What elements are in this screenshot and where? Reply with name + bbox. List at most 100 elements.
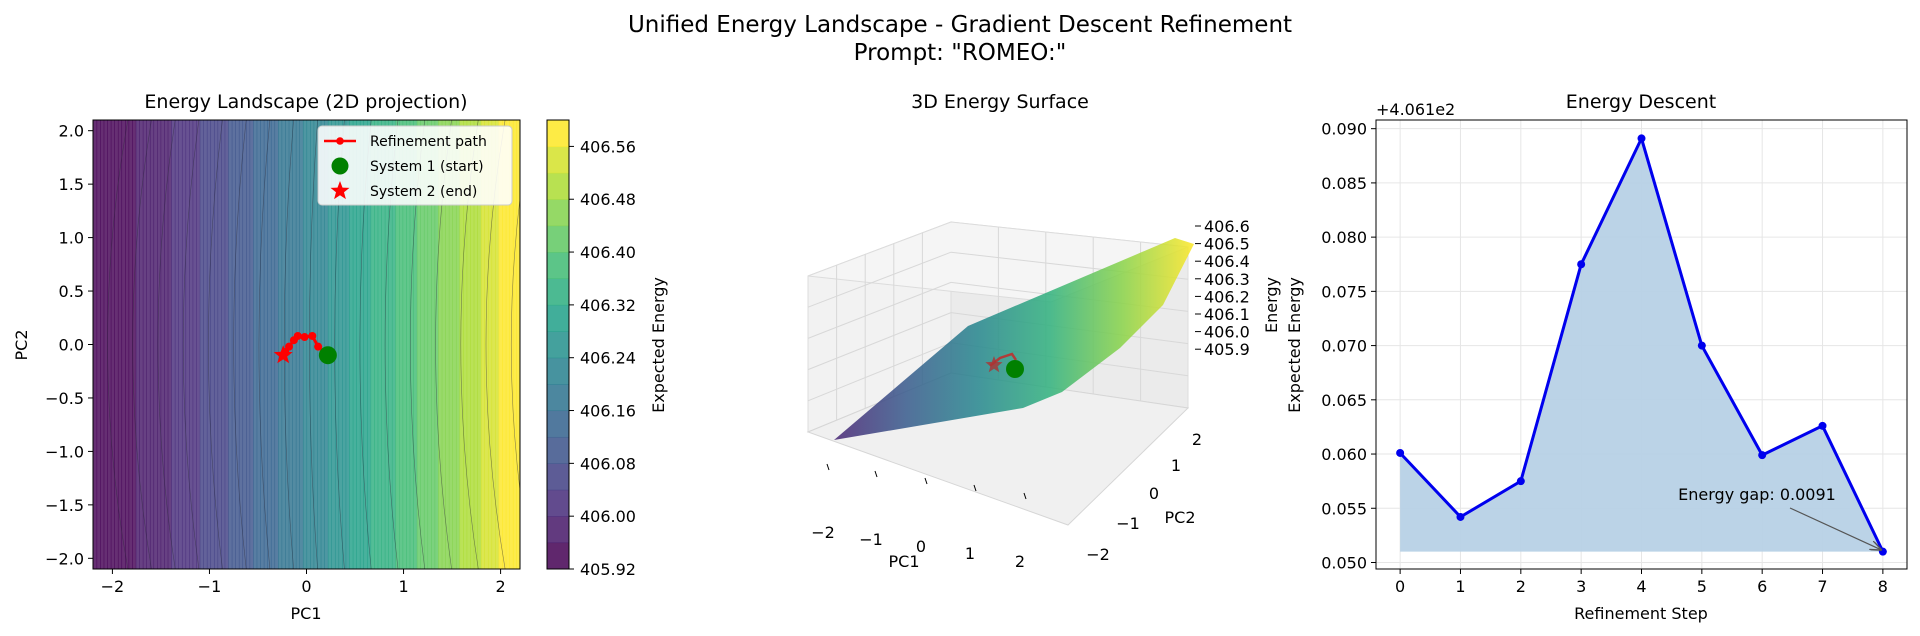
contour-band [498,120,503,569]
colorbar-label: Expected Energy [649,277,668,413]
colorbar-band [547,384,569,412]
contour-band [374,120,379,569]
energy-surface [834,238,1194,440]
contour-band [384,120,389,569]
contour-band [295,120,300,569]
colorbar-band [547,120,569,147]
legend-2d: Refinement path System 1 (start) System … [317,125,513,206]
y-tick-label: −1.5 [45,496,84,515]
energy-point [1516,477,1525,486]
colorbar-band [547,278,569,306]
contour-band [342,120,347,569]
contour-band [409,120,414,569]
colorbar-band [547,410,569,438]
z-tick-label-3d: 406.5 [1204,235,1250,254]
x-axis-label-2d: PC1 [291,604,322,623]
legend-label-path: Refinement path [370,134,487,150]
annotation-text: Energy gap: 0.0091 [1678,485,1836,504]
contour-band [96,120,101,569]
z-tick-label-3d: 406.1 [1204,305,1250,324]
contour-band [338,120,343,569]
contour-band [512,120,518,569]
colorbar-band [547,542,569,570]
contour-band [370,120,375,569]
contour-band [128,120,133,569]
contour-band [164,120,169,569]
contour-band [395,120,400,569]
contour-band [210,120,215,569]
surface-end-marker [985,356,1003,373]
legend-line-marker [336,137,344,145]
axes-3d: −2 −1 0 1 2 −2−1012406.6406.5406.4406.3406.24… [811,217,1250,571]
contour-band [153,120,158,569]
colorbar-tick-label: 406.48 [580,190,636,209]
y-axis-2d: −2.0 −1.5 −1.0 −0.5 0.0 0.5 1.0 1.5 2.0 [45,122,93,568]
x-tick-mark-3d [973,484,977,492]
contour-band [334,120,340,569]
contour-line [208,120,223,569]
contour-band [171,120,176,569]
x-tick-mark-3d [924,477,928,485]
x-tick-label-3d: 2 [1015,552,1025,571]
contour-band [274,120,279,569]
grid-line [807,312,952,371]
contour-lines [107,120,520,569]
x-tick-label: 1 [1455,577,1465,596]
colorbar-band [547,252,569,279]
contour-band [132,120,137,569]
contour-band [356,120,361,569]
contour-band [455,120,461,569]
x-tick-label: 5 [1697,577,1707,596]
x-tick-label: −2 [101,577,125,596]
end-point-marker [273,345,293,364]
contour-band [267,120,272,569]
y-tick-label: 0.055 [1321,499,1367,518]
surface-start-marker [1006,360,1024,378]
y-tick-label: −0.5 [45,389,84,408]
y-tick-label-3d: 1 [1171,456,1181,475]
contour-band [174,120,179,569]
contour-band [139,120,144,569]
x-axis-label-3d: PC1 [889,552,920,571]
colorbar-band [547,146,569,174]
contour-band [377,120,382,569]
contour-band [281,120,286,569]
colorbar-tick-label: 406.32 [580,296,636,315]
contour-band [117,120,123,569]
y-tick-label: 0.065 [1321,391,1367,410]
contour-band [487,120,493,569]
colorbar-tick-label: 406.00 [580,507,636,526]
legend-start-marker [331,157,349,175]
x-tick-label: 8 [1878,577,1888,596]
y-tick-label: 0.070 [1321,337,1367,356]
contour-band [452,120,457,569]
y-tick-label: 0.5 [59,282,84,301]
legend-label-start: System 1 (start) [370,159,484,175]
contour-band [391,120,397,569]
contour-band [213,120,219,569]
contour-line [233,120,247,569]
colorbar: 406.56 406.48 406.40 406.32 406.24 406.16 406.… [546,119,668,579]
contour-band [121,120,126,569]
contour-band [477,120,482,569]
contour-band [416,120,421,569]
contour-band [107,120,112,569]
contour-band [413,120,418,569]
contour-band [263,120,268,569]
contour-band [331,120,336,569]
x-axis-label-descent: Refinement Step [1574,604,1708,623]
x-tick-label: 1 [398,577,408,596]
y-tick-label: 1.5 [59,175,84,194]
x-tick-mark-3d [1023,492,1027,500]
contour-band [221,120,226,569]
contour-band [302,120,308,569]
contour-band [189,120,194,569]
x-tick-label: 3 [1576,577,1586,596]
contour-band [306,120,311,569]
colorbar-band [547,489,569,517]
energy-point [1456,512,1465,521]
z-axis-label-3d: Energy [1262,277,1281,333]
contour-band [125,120,130,569]
contour-band [327,120,333,569]
contour-band [423,120,429,569]
